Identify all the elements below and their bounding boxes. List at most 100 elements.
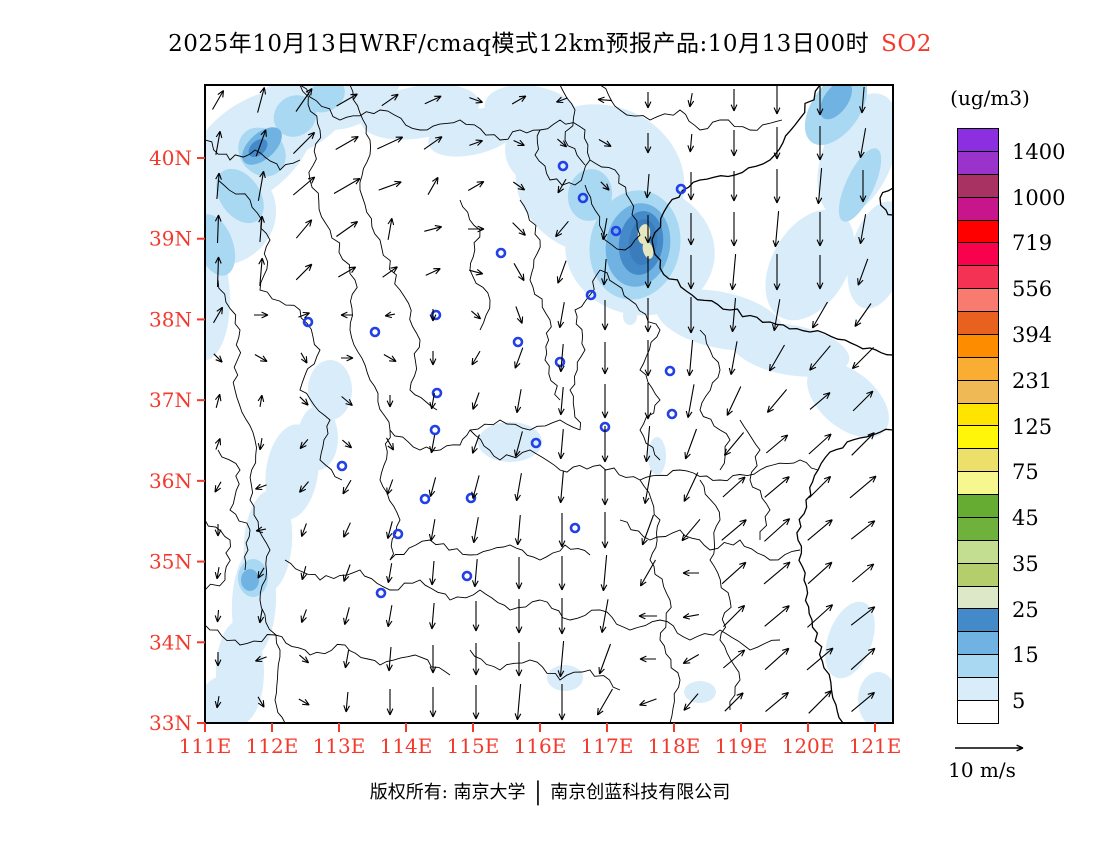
city-marker	[577, 192, 589, 204]
wind-arrow	[378, 180, 402, 191]
wind-arrow	[722, 649, 746, 669]
so2-patch	[730, 323, 850, 377]
wind-arrow	[340, 311, 353, 319]
province-boundary	[639, 479, 681, 723]
wind-arrow	[468, 225, 485, 233]
wind-arrow	[682, 569, 699, 577]
wind-arrow	[558, 556, 566, 591]
footer-divider: │	[531, 781, 545, 805]
province-boundary	[205, 519, 231, 591]
wind-arrow	[429, 309, 437, 322]
colorbar-cell	[958, 129, 998, 152]
wind-arrow	[557, 178, 567, 194]
wind-arrow	[644, 298, 652, 333]
wind-arrow	[852, 390, 874, 412]
wind-arrow	[341, 354, 354, 362]
wind-arrow	[729, 298, 737, 333]
wind-arrow	[295, 88, 313, 112]
province-boundary	[299, 85, 541, 141]
wind-arrow	[642, 470, 652, 505]
wind-arrow	[811, 301, 828, 329]
wind-arrow	[424, 95, 442, 105]
wind-arrow	[557, 641, 565, 678]
wind-arrow	[214, 609, 222, 623]
province-boundary	[599, 85, 783, 131]
wind-arrow	[384, 311, 395, 319]
wind-arrow	[600, 555, 608, 592]
wind-arrow	[343, 691, 350, 713]
colorbar-cell	[958, 220, 998, 244]
wind-arrow	[257, 567, 265, 579]
so2-patch	[807, 362, 889, 438]
wind-arrow	[213, 306, 224, 324]
colorbar-cell	[958, 289, 998, 312]
so2-patch	[838, 148, 882, 222]
wind-arrow	[513, 263, 525, 282]
wind-arrow	[730, 89, 738, 112]
province-boundary	[519, 199, 561, 401]
wind-arrow	[212, 90, 225, 110]
wind-arrow	[597, 96, 613, 104]
province-boundary	[299, 85, 401, 561]
province-boundary	[619, 519, 801, 561]
wind-arrow	[807, 604, 834, 628]
map-frame	[204, 84, 894, 724]
footer-copyright: 版权所有: 南京大学 │ 南京创蓝科技有限公司	[0, 778, 1100, 805]
wind-arrow	[514, 473, 522, 502]
province-boundary	[284, 559, 541, 611]
wind-arrow	[773, 254, 781, 291]
wind-arrow	[721, 519, 747, 541]
lat-tick-label: 39N	[149, 227, 192, 251]
wind-arrow	[214, 481, 222, 493]
colorbar-cell	[958, 449, 998, 473]
wind-arrow	[469, 97, 483, 104]
wind-arrow	[343, 607, 350, 626]
city-marker	[557, 160, 569, 172]
colorbar-cell	[958, 655, 998, 678]
so2-patch	[308, 360, 352, 420]
province-boundary	[217, 449, 251, 571]
wind-arrow	[341, 396, 353, 407]
wind-arrow	[851, 347, 874, 370]
legend-reference-arrow	[955, 744, 1024, 752]
lat-tick-label: 36N	[149, 469, 192, 493]
wind-arrow	[512, 181, 526, 191]
colorbar-cell	[958, 380, 998, 404]
coastline	[651, 85, 893, 356]
wind-arrow	[558, 513, 566, 548]
wind-arrow	[257, 170, 266, 201]
so2-patch	[820, 85, 852, 120]
wind-arrow	[471, 350, 481, 366]
colorbar-cell	[958, 586, 998, 610]
wind-arrow	[687, 213, 695, 246]
wind-arrow	[683, 693, 699, 711]
wind-arrow	[639, 655, 656, 663]
wind-arrow	[557, 387, 565, 416]
colorbar-label: 231	[1012, 368, 1053, 393]
wind-arrow	[333, 177, 361, 194]
wind-arrow	[215, 172, 222, 200]
wind-arrow	[514, 684, 522, 721]
wind-arrow	[295, 263, 313, 281]
wind-arrow	[471, 434, 480, 454]
wind-arrow	[300, 352, 308, 364]
city-marker	[392, 528, 404, 540]
province-boundary	[205, 624, 451, 676]
colorbar-cell	[958, 357, 998, 381]
wind-arrow	[729, 254, 737, 291]
colorbar-label: 35	[1012, 551, 1039, 576]
wind-arrow	[299, 654, 310, 664]
wind-arrow	[859, 86, 866, 114]
province-boundary	[349, 85, 438, 411]
so2-patch	[637, 224, 651, 244]
wind-arrow	[514, 347, 524, 369]
wind-arrow	[383, 354, 397, 363]
wind-arrow	[381, 93, 399, 107]
wind-arrow	[299, 396, 309, 406]
so2-patch	[858, 672, 893, 723]
wind-arrow	[377, 136, 404, 150]
wind-arrow	[335, 135, 359, 150]
wind-arrow	[387, 217, 395, 240]
wind-arrow	[601, 258, 608, 286]
so2-patch	[205, 214, 236, 276]
